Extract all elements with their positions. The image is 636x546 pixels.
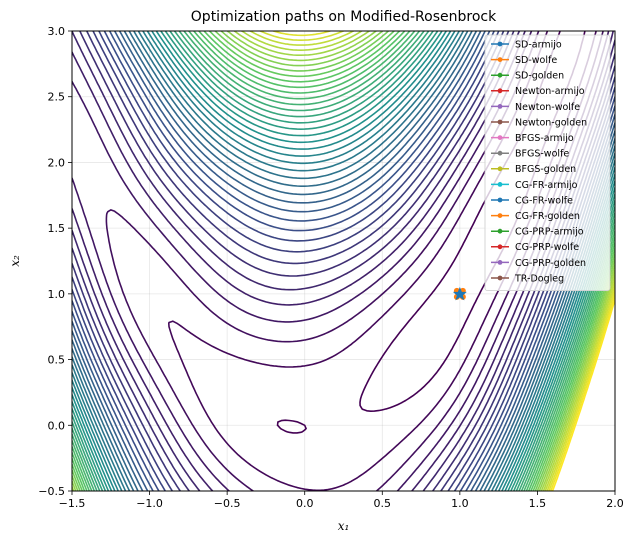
contour-level xyxy=(72,31,615,491)
x-tick-label: −1.0 xyxy=(136,497,163,510)
contour-level xyxy=(249,31,615,491)
y-tick-label: 1.5 xyxy=(48,222,66,235)
legend-entry: CG-FR-armijo xyxy=(491,180,578,191)
legend-swatch-marker xyxy=(497,135,503,141)
contour-level xyxy=(72,31,610,491)
optimizer-paths xyxy=(452,286,467,301)
y-tick-label: 0.0 xyxy=(48,419,66,432)
contour-level xyxy=(72,31,615,491)
x-tick-label: −1.5 xyxy=(59,497,86,510)
legend-swatch-marker xyxy=(497,244,503,250)
legend-label: TR-Dogleg xyxy=(514,273,564,284)
legend-swatch-marker xyxy=(497,88,503,94)
legend-swatch-marker xyxy=(497,182,503,187)
y-tick-label: 3.0 xyxy=(48,25,66,38)
legend-label: CG-PRP-armijo xyxy=(515,227,584,238)
legend-entry: CG-PRP-golden xyxy=(491,258,586,269)
legend-swatch-marker xyxy=(497,150,503,156)
legend-entry: CG-FR-wolfe xyxy=(491,195,573,206)
legend-entry: Newton-wolfe xyxy=(491,102,580,113)
legend-swatch-marker xyxy=(497,228,503,234)
contour-level xyxy=(72,31,615,491)
contour-level xyxy=(72,31,614,491)
legend-label: CG-PRP-golden xyxy=(515,258,586,269)
legend-entry: Newton-golden xyxy=(491,117,587,128)
contour-level xyxy=(241,31,615,491)
legend-swatch-marker xyxy=(497,104,503,109)
contour-level xyxy=(72,31,615,491)
y-axis-label: x₂ xyxy=(8,255,22,267)
legend-swatch-marker xyxy=(497,166,503,172)
legend-entry: CG-FR-golden xyxy=(491,211,580,222)
legend-swatch-marker xyxy=(497,119,503,125)
legend-swatch-marker xyxy=(497,275,503,281)
legend-swatch-marker xyxy=(497,197,503,203)
legend-entry: SD-golden xyxy=(491,71,564,82)
x-tick-label: 0.5 xyxy=(374,497,392,510)
contour-level xyxy=(259,31,615,491)
legend-label: BFGS-armijo xyxy=(515,133,574,144)
legend-label: Newton-golden xyxy=(515,117,587,128)
legend-entry: SD-wolfe xyxy=(491,55,557,66)
x-tick-label: 0.0 xyxy=(296,497,314,510)
optimum-star-marker xyxy=(452,286,467,301)
legend-swatch-marker xyxy=(497,260,503,265)
contour-level xyxy=(550,294,615,491)
legend-label: CG-FR-wolfe xyxy=(515,195,573,206)
legend-swatch-marker xyxy=(497,57,503,62)
x-axis-label: x₁ xyxy=(338,519,350,533)
y-axis: −0.5 0.0 0.5 1.0 1.5 2.0 2.5 3.0 xyxy=(38,25,72,498)
legend-label: BFGS-wolfe xyxy=(515,149,569,160)
legend: SD-armijo SD-wolfe SD-golden Newton-armijo N… xyxy=(484,34,611,292)
legend-entry: TR-Dogleg xyxy=(491,273,564,284)
x-tick-label: 1.0 xyxy=(451,497,469,510)
contour-level xyxy=(72,31,615,491)
chart-title: Optimization paths on Modified-Rosenbroc… xyxy=(191,9,497,25)
legend-entry: Newton-armijo xyxy=(491,86,585,97)
legend-entry: BFGS-golden xyxy=(491,164,576,175)
legend-label: CG-FR-armijo xyxy=(515,180,578,191)
x-tick-label: 1.5 xyxy=(529,497,547,510)
legend-label: SD-armijo xyxy=(515,39,562,50)
y-tick-label: 2.0 xyxy=(48,156,66,169)
x-tick-label: −0.5 xyxy=(214,497,241,510)
plot-frame xyxy=(71,30,616,492)
legend-label: SD-wolfe xyxy=(515,55,557,66)
contour-level xyxy=(72,31,615,491)
y-tick-label: 1.0 xyxy=(48,288,66,301)
legend-label: Newton-wolfe xyxy=(515,102,580,113)
legend-label: BFGS-golden xyxy=(515,164,576,175)
y-tick-label: −0.5 xyxy=(38,485,65,498)
legend-entry: SD-armijo xyxy=(491,39,562,50)
contour-level xyxy=(72,31,615,491)
legend-label: SD-golden xyxy=(515,71,564,82)
legend-swatch-marker xyxy=(497,41,503,47)
legend-label: CG-FR-golden xyxy=(515,211,580,222)
y-tick-label: 2.5 xyxy=(48,91,66,104)
y-tick-label: 0.5 xyxy=(48,354,66,367)
contour-level xyxy=(72,31,615,491)
contour-level xyxy=(72,31,615,491)
legend-entry: BFGS-wolfe xyxy=(491,149,569,160)
legend-entry: BFGS-armijo xyxy=(491,133,574,144)
legend-label: Newton-armijo xyxy=(515,86,585,97)
x-axis: −1.5 −1.0 −0.5 0.0 0.5 1.0 1.5 2.0 xyxy=(59,491,624,510)
legend-swatch-marker xyxy=(497,72,503,78)
legend-entry: CG-PRP-wolfe xyxy=(491,242,579,253)
legend-label: CG-PRP-wolfe xyxy=(515,242,579,253)
x-tick-label: 2.0 xyxy=(606,497,624,510)
legend-entry: CG-PRP-armijo xyxy=(491,227,584,238)
legend-box xyxy=(484,34,611,292)
legend-swatch-marker xyxy=(497,213,503,219)
